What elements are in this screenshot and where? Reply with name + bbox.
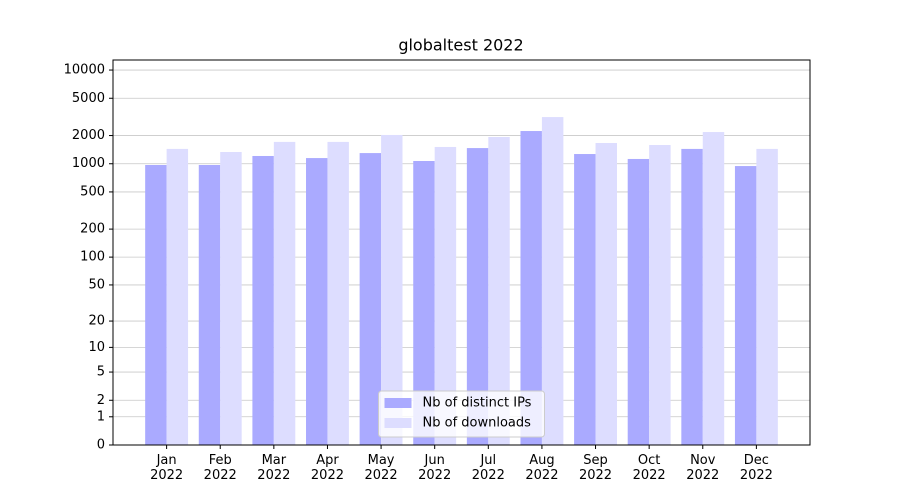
bar: [166, 148, 189, 445]
y-tick-label: 2: [97, 393, 105, 408]
x-tick-label: Feb 2022: [203, 453, 237, 483]
x-tick-label: Nov 2022: [686, 453, 720, 483]
x-tick-label: Jan 2022: [150, 453, 184, 483]
legend-label: Nb of distinct IPs: [423, 396, 532, 411]
bar: [520, 131, 542, 446]
chart-title: globaltest 2022: [398, 36, 523, 55]
y-tick-label: 2000: [72, 128, 105, 143]
legend: Nb of distinct IPs Nb of downloads: [378, 390, 545, 438]
bar: [306, 158, 328, 445]
y-tick-label: 100: [80, 250, 105, 265]
bar: [198, 164, 221, 445]
bar: [702, 132, 725, 445]
bar: [359, 153, 382, 446]
y-tick-label: 10000: [64, 63, 105, 78]
bar: [574, 154, 596, 445]
x-tick-label: Oct 2022: [632, 453, 666, 483]
x-tick-label: Sep 2022: [578, 453, 613, 483]
legend-swatch: [384, 398, 412, 408]
y-tick-label: 5000: [72, 91, 105, 106]
bar: [595, 143, 617, 445]
bar: [434, 146, 457, 445]
bar: [413, 160, 435, 445]
y-tick-label: 1: [97, 409, 105, 424]
x-tick-label: Apr 2022: [310, 453, 344, 483]
bar: [627, 158, 650, 445]
y-tick-label: 500: [80, 184, 105, 199]
bar: [488, 137, 510, 445]
bar: [734, 166, 757, 445]
plot-frame: [112, 59, 811, 446]
y-tick-label: 20: [88, 314, 105, 329]
x-tick-label: May 2022: [364, 453, 398, 483]
bar: [327, 141, 349, 445]
legend-swatch: [384, 418, 412, 428]
bar: [381, 134, 403, 445]
bar: [466, 148, 489, 445]
x-tick-label: Aug 2022: [525, 453, 559, 483]
y-tick-label: 1000: [72, 156, 105, 171]
x-tick-label: Mar 2022: [257, 453, 291, 483]
legend-frame: [378, 390, 545, 438]
legend-label: Nb of downloads: [423, 416, 532, 431]
y-tick-label: 50: [88, 277, 105, 292]
bar: [681, 148, 703, 445]
bar: [220, 151, 242, 445]
bar: [541, 117, 564, 445]
bar: [252, 155, 274, 446]
y-tick-label: 5: [97, 365, 105, 380]
x-tick-label: Jul 2022: [471, 453, 505, 483]
y-tick-label: 10: [88, 340, 105, 355]
bar: [145, 164, 167, 445]
bar: [649, 145, 671, 446]
x-tick-label: Jun 2022: [418, 453, 452, 483]
bar: [756, 148, 778, 445]
bar: [273, 141, 296, 445]
y-tick-label: 200: [80, 222, 105, 237]
y-tick-label: 0: [97, 438, 105, 453]
x-tick-label: Dec 2022: [739, 453, 773, 483]
